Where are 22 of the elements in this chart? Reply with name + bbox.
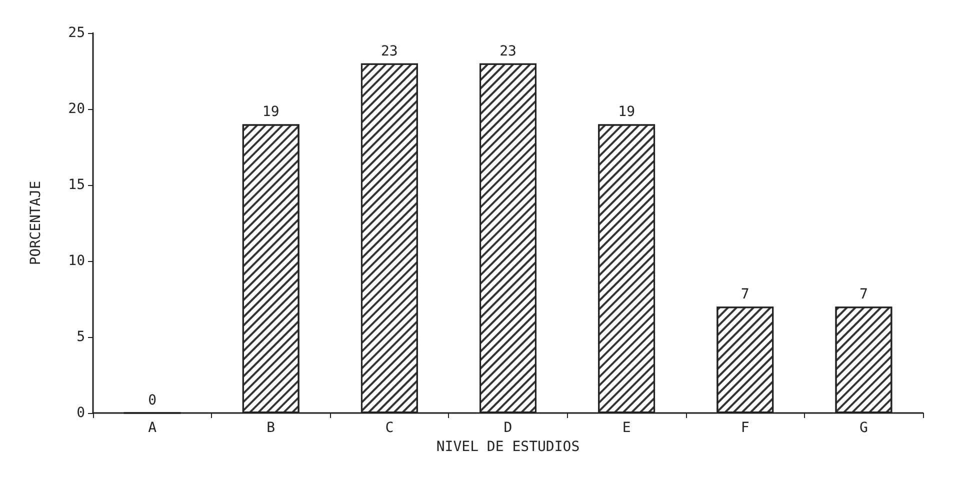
data-label: 19	[262, 104, 280, 120]
y-tick-label: 20	[68, 101, 85, 117]
y-tick-label: 0	[76, 405, 85, 421]
data-label: 7	[740, 286, 750, 303]
x-tick-label: F	[740, 420, 750, 436]
y-tick-label: 15	[68, 177, 85, 193]
y-tick-label: 10	[68, 253, 85, 269]
x-tick-label: C	[385, 420, 394, 436]
x-tick-label: A	[148, 420, 158, 436]
x-tick-label: D	[504, 420, 512, 436]
data-label: 23	[500, 43, 516, 60]
x-tick-label: E	[622, 420, 631, 436]
x-tick-label: G	[859, 420, 868, 436]
data-label: 19	[618, 104, 635, 120]
data-label: 7	[859, 286, 868, 303]
data-label: 23	[381, 43, 398, 60]
y-tick-label: 25	[68, 25, 85, 41]
y-axis-title: PORCENTAJE	[28, 180, 44, 266]
x-axis-title: NIVEL DE ESTUDIOS	[436, 438, 580, 455]
x-tick-label: B	[266, 420, 276, 436]
y-tick-label: 5	[76, 329, 85, 345]
data-label: 0	[148, 392, 157, 408]
